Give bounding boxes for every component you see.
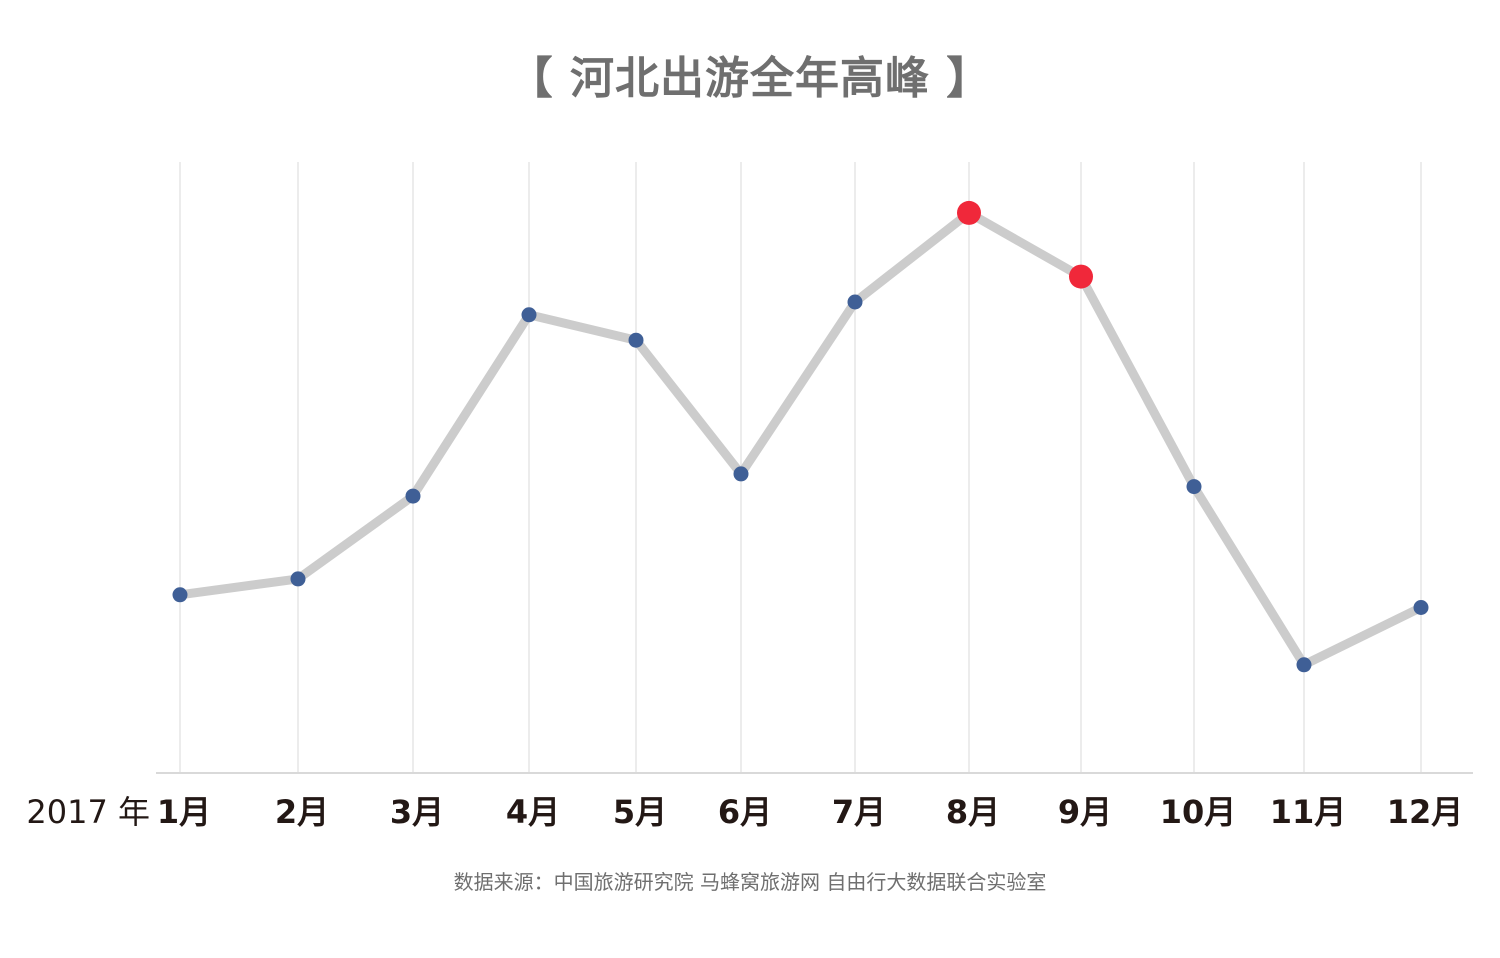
x-tick-label-6: 6月 bbox=[718, 793, 772, 831]
chart-title: 【 河北出游全年高峰 】 bbox=[508, 53, 992, 104]
x-tick-label-3: 3月 bbox=[390, 793, 444, 831]
data-point-12 bbox=[1413, 600, 1429, 615]
data-point-6 bbox=[733, 466, 749, 482]
data-point-2 bbox=[290, 571, 306, 587]
x-tick-labels: 1月 2月 3月 4月 5月 6月 7月 8月 9月 10月 11月 12月 bbox=[157, 793, 1463, 831]
x-tick-label-1: 1月 bbox=[157, 793, 211, 831]
x-tick-label-10: 10月 bbox=[1160, 793, 1237, 831]
x-tick-label-11: 11月 bbox=[1270, 793, 1347, 831]
x-tick-label-2: 2月 bbox=[275, 793, 329, 831]
data-point-9 bbox=[1069, 264, 1093, 289]
x-tick-label-12: 12月 bbox=[1387, 793, 1464, 831]
x-tick-label-9: 9月 bbox=[1058, 793, 1112, 831]
data-point-5 bbox=[628, 332, 644, 348]
data-point-10 bbox=[1186, 479, 1202, 495]
data-points bbox=[172, 200, 1429, 673]
year-label: 2017 年 bbox=[26, 793, 150, 831]
x-tick-label-8: 8月 bbox=[946, 793, 1000, 831]
source-note: 数据来源：中国旅游研究院 马蜂窝旅游网 自由行大数据联合实验室 bbox=[453, 870, 1047, 894]
data-point-4 bbox=[521, 307, 537, 323]
gridlines bbox=[179, 162, 1422, 773]
x-tick-label-5: 5月 bbox=[613, 793, 667, 831]
data-point-8 bbox=[957, 200, 981, 225]
data-point-1 bbox=[172, 587, 188, 603]
series-line bbox=[175, 208, 1426, 670]
x-tick-label-4: 4月 bbox=[506, 793, 560, 831]
x-tick-label-7: 7月 bbox=[832, 793, 886, 831]
data-point-3 bbox=[405, 488, 421, 504]
data-point-11 bbox=[1296, 657, 1312, 673]
data-point-7 bbox=[847, 294, 863, 310]
